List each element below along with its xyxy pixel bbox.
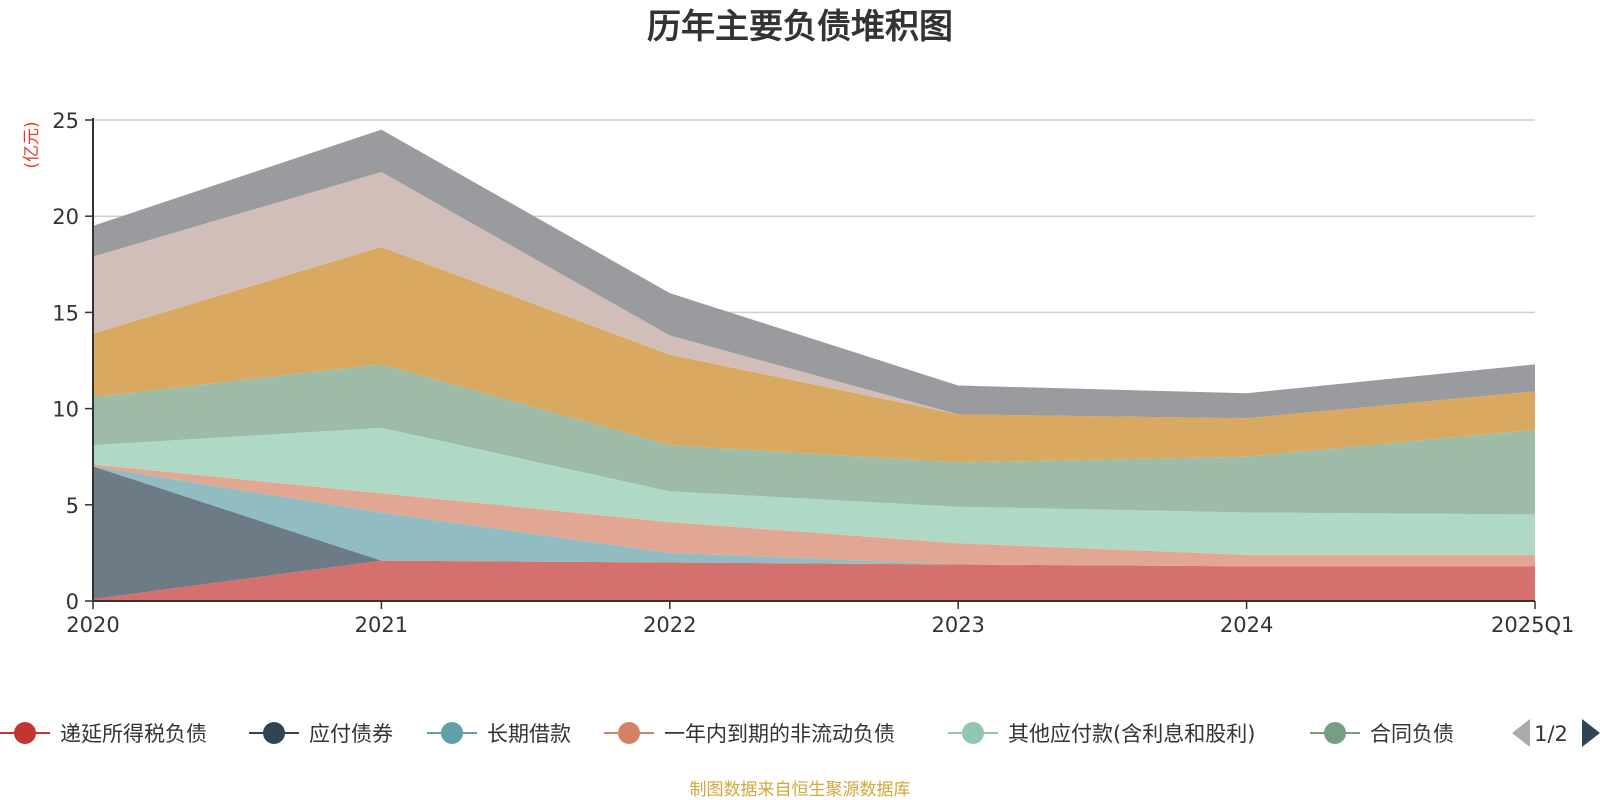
legend: 递延所得税负债 应付债券 长期借款 一年内到期的非流动负债 其他应付款(含利息和股利) 合… (0, 722, 1454, 746)
area-长期借款 (93, 466, 1535, 567)
legend-circle-icon (618, 722, 640, 744)
legend-item[interactable]: 长期借款 (427, 722, 571, 746)
legend-item[interactable]: 一年内到期的非流动负债 (604, 722, 895, 746)
y-tick-label: 15 (52, 301, 79, 325)
legend-page-indicator: 1/2 (1534, 722, 1568, 746)
area-其他流动负债 (93, 129, 1535, 419)
x-tick-label: 2024 (1220, 613, 1273, 637)
legend-circle-icon (263, 722, 285, 744)
y-axis-unit-label: (亿元) (22, 121, 42, 168)
legend-label: 递延所得税负债 (60, 722, 207, 746)
y-tick-label: 5 (66, 494, 79, 518)
legend-label: 长期借款 (487, 722, 571, 746)
chart-title: 历年主要负债堆积图 (647, 7, 953, 47)
legend-prev-page-icon[interactable] (1512, 719, 1530, 747)
area-应付账款 (93, 246, 1535, 463)
legend-item[interactable]: 应付债券 (249, 722, 393, 746)
area-应付票据 (93, 171, 1535, 419)
legend-next-page-icon[interactable] (1582, 719, 1600, 747)
legend-pager: 1/2 (1512, 719, 1600, 747)
legend-item[interactable]: 其他应付款(含利息和股利) (948, 722, 1255, 746)
area-递延所得税负债 (93, 560, 1535, 601)
stacked-areas (93, 129, 1535, 601)
y-tick-label: 20 (52, 205, 79, 229)
x-tick-label: 2022 (643, 613, 696, 637)
legend-item[interactable]: 递延所得税负债 (0, 722, 207, 746)
source-note: 制图数据来自恒生聚源数据库 (690, 780, 911, 800)
y-tick-label: 10 (52, 398, 79, 422)
area-一年内到期的非流动负债 (93, 464, 1535, 567)
legend-label: 应付债券 (309, 722, 393, 746)
x-tick-label: 2025Q1 (1491, 613, 1574, 637)
area-合同负债 (93, 364, 1535, 515)
x-tick-label: 2021 (355, 613, 408, 637)
y-tick-label: 0 (66, 590, 79, 614)
legend-label: 一年内到期的非流动负债 (664, 722, 895, 746)
x-tick-label: 2020 (66, 613, 119, 637)
x-tick-label: 2023 (931, 613, 984, 637)
legend-item[interactable]: 合同负债 (1310, 722, 1454, 746)
legend-circle-icon (1324, 722, 1346, 744)
axes: 0 5 10 15 20 25 2020 2021 2022 2023 2024 2025Q1 (52, 109, 1574, 637)
legend-circle-icon (962, 722, 984, 744)
area-其他应付款(含利息和股利) (93, 427, 1535, 555)
legend-circle-icon (14, 722, 36, 744)
legend-label: 合同负债 (1370, 722, 1454, 746)
legend-label: 其他应付款(含利息和股利) (1008, 722, 1255, 746)
legend-circle-icon (441, 722, 463, 744)
y-tick-label: 25 (52, 109, 79, 133)
